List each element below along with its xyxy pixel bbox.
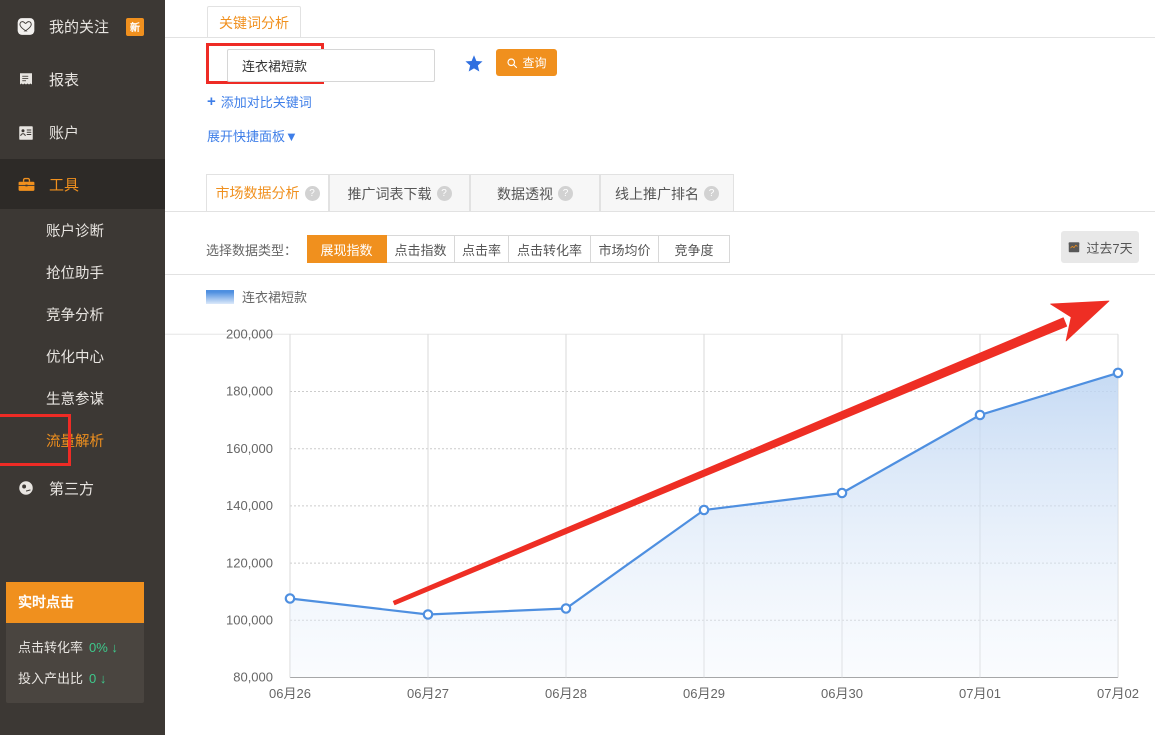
svg-text:80,000: 80,000 (233, 670, 273, 685)
svg-text:200,000: 200,000 (226, 327, 273, 342)
svg-text:140,000: 140,000 (226, 498, 273, 513)
svg-text:100,000: 100,000 (226, 613, 273, 628)
svg-text:07月02: 07月02 (1097, 686, 1139, 701)
svg-text:160,000: 160,000 (226, 441, 273, 456)
svg-text:180,000: 180,000 (226, 384, 273, 399)
svg-text:06月28: 06月28 (545, 686, 587, 701)
svg-text:06月29: 06月29 (683, 686, 725, 701)
svg-text:06月27: 06月27 (407, 686, 449, 701)
svg-text:07月01: 07月01 (959, 686, 1001, 701)
svg-text:06月30: 06月30 (821, 686, 863, 701)
svg-text:06月26: 06月26 (269, 686, 311, 701)
svg-text:120,000: 120,000 (226, 555, 273, 570)
